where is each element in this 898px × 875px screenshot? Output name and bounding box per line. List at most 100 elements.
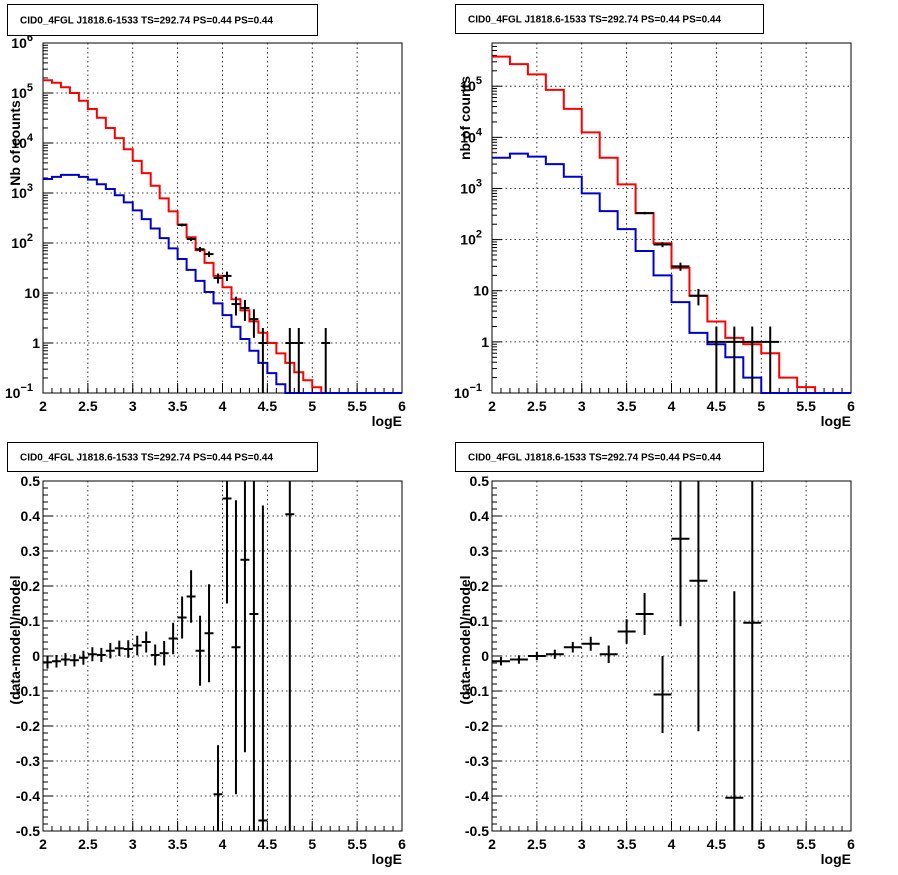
y-tick-exponent: 3 xyxy=(476,177,482,189)
y-tick-label: 105 xyxy=(11,82,33,101)
y-axis-label: Nb of counts xyxy=(7,100,23,186)
x-tick-label: 4 xyxy=(668,836,676,852)
x-tick-label: 5.5 xyxy=(796,398,816,414)
x-tick-label: 2 xyxy=(39,398,47,414)
x-tick-label: 3 xyxy=(129,398,137,414)
plot-frame xyxy=(42,42,403,394)
y-tick-label: -0.5 xyxy=(465,823,489,839)
y-tick-label: 0.3 xyxy=(470,543,490,559)
y-tick-label: -0.5 xyxy=(16,823,40,839)
chart-title: CID0_4FGL J1818.6-1533 TS=292.74 PS=0.44… xyxy=(468,15,721,26)
y-tick-label: -0.2 xyxy=(16,718,40,734)
title-box xyxy=(455,4,764,34)
x-tick-label: 6 xyxy=(847,398,855,414)
y-tick-label: 1 xyxy=(32,335,40,351)
y-tick-label: 1 xyxy=(481,334,489,350)
y-tick-label: 0 xyxy=(32,648,40,664)
y-tick-exponent: 2 xyxy=(476,229,482,241)
x-tick-label: 4.5 xyxy=(707,836,727,852)
y-tick-exponent: 5 xyxy=(476,75,482,87)
x-tick-label: 6 xyxy=(398,836,406,852)
x-tick-label: 5 xyxy=(757,836,765,852)
y-tick-label: -0.4 xyxy=(16,788,40,804)
y-tick-label: 0.1 xyxy=(21,613,41,629)
y-tick-label: -0.4 xyxy=(465,788,489,804)
y-axis-label: (data-model)/model xyxy=(457,575,473,704)
chart-panel-3: 2 2.5 3 3.5 4 4.5 5 5.5 6 -0.5 -0.4 -0.3 -0.2 -0.1 0 0.… xyxy=(7,442,406,867)
title-box xyxy=(7,4,318,36)
x-tick-label: 4.5 xyxy=(258,398,278,414)
y-tick-label: 0.2 xyxy=(21,578,41,594)
title-box xyxy=(7,442,318,472)
y-tick-label: 0.5 xyxy=(21,473,41,489)
y-tick-label: 0.4 xyxy=(21,508,41,524)
x-tick-label: 2.5 xyxy=(527,398,547,414)
x-tick-label: 2.5 xyxy=(527,836,547,852)
x-tick-label: 2 xyxy=(488,398,496,414)
x-tick-label: 4.5 xyxy=(707,398,727,414)
y-axis-label: (data-model)/model xyxy=(7,575,23,704)
x-tick-label: 5 xyxy=(308,398,316,414)
x-tick-label: 3.5 xyxy=(168,398,188,414)
chart-panel-2: 2 2.5 3 3.5 4 4.5 5 5.5 610−1110102103104105CID0… xyxy=(454,4,855,429)
y-tick-exponent: 4 xyxy=(476,126,483,138)
chart-title: CID0_4FGL J1818.6-1533 TS=292.74 PS=0.44… xyxy=(468,453,721,464)
y-tick-label: 0.2 xyxy=(470,578,490,594)
y-tick-label: 0.5 xyxy=(470,473,490,489)
y-tick-label: 10 xyxy=(24,285,40,301)
y-tick-label: 0.4 xyxy=(470,508,490,524)
x-axis-label: logE xyxy=(821,413,851,429)
x-tick-label: 3.5 xyxy=(617,836,637,852)
y-tick-exponent: −1 xyxy=(469,382,482,394)
y-tick-exponent: 6 xyxy=(27,32,33,44)
model-total-histogram xyxy=(43,79,402,394)
x-tick-label: 2.5 xyxy=(78,398,98,414)
y-tick-label: 10−1 xyxy=(454,382,482,401)
x-axis-label: logE xyxy=(372,413,402,429)
y-tick-label: 0.3 xyxy=(21,543,41,559)
x-tick-label: 3 xyxy=(578,398,586,414)
x-tick-label: 3 xyxy=(129,836,137,852)
y-tick-label: -0.1 xyxy=(16,683,40,699)
x-axis-label: logE xyxy=(372,851,402,867)
chart-title: CID0_4FGL J1818.6-1533 TS=292.74 PS=0.44… xyxy=(20,453,273,464)
x-tick-label: 2 xyxy=(39,836,47,852)
y-tick-label: -0.3 xyxy=(465,753,489,769)
y-tick-label: 10−1 xyxy=(5,382,33,401)
x-tick-label: 2.5 xyxy=(78,836,98,852)
x-tick-label: 6 xyxy=(398,398,406,414)
x-tick-label: 3 xyxy=(578,836,586,852)
y-tick-label: -0.3 xyxy=(16,753,40,769)
x-tick-label: 5 xyxy=(308,836,316,852)
plot-frame xyxy=(491,42,852,394)
y-tick-exponent: 4 xyxy=(27,132,34,144)
model-source-histogram xyxy=(43,173,402,394)
y-tick-label: -0.2 xyxy=(465,718,489,734)
model-total-histogram xyxy=(492,55,851,394)
x-tick-label: 5.5 xyxy=(347,836,367,852)
chart-title: CID0_4FGL J1818.6-1533 TS=292.74 PS=0.44… xyxy=(20,16,273,27)
x-axis-label: logE xyxy=(821,851,851,867)
y-tick-label: 0.1 xyxy=(470,613,490,629)
title-box xyxy=(455,442,764,472)
x-tick-label: 4.5 xyxy=(258,836,278,852)
y-tick-label: -0.1 xyxy=(465,683,489,699)
x-tick-label: 4 xyxy=(219,398,227,414)
chart-panel-1: 2 2.5 3 3.5 4 4.5 5 5.5 610−1110102103104105106C… xyxy=(5,4,406,429)
x-tick-label: 5.5 xyxy=(796,836,816,852)
y-tick-label: 0 xyxy=(481,648,489,664)
y-tick-exponent: 2 xyxy=(27,232,33,244)
y-axis-label: nb of counts xyxy=(457,76,473,160)
x-tick-label: 5 xyxy=(757,398,765,414)
x-tick-label: 5.5 xyxy=(347,398,367,414)
y-tick-label: 10 xyxy=(473,283,489,299)
model-source-histogram xyxy=(492,152,851,394)
y-tick-label: 102 xyxy=(11,232,33,251)
y-tick-label: 103 xyxy=(460,177,482,196)
x-tick-label: 4 xyxy=(668,398,676,414)
x-tick-label: 6 xyxy=(847,836,855,852)
y-tick-exponent: 5 xyxy=(27,82,33,94)
chart-panel-4: 2 2.5 3 3.5 4 4.5 5 5.5 6 -0.5 -0.4 -0.3 -0.2 -0.1 0 0.… xyxy=(455,442,855,867)
x-tick-label: 3.5 xyxy=(168,836,188,852)
